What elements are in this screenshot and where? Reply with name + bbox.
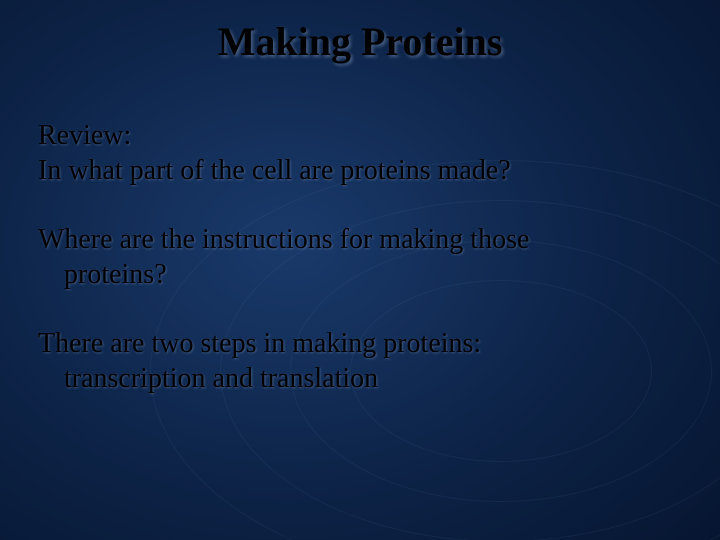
text-block: There are two steps in making proteins: …	[38, 326, 682, 396]
text-block: Review: In what part of the cell are pro…	[38, 118, 682, 188]
slide-title: Making Proteins	[0, 18, 720, 65]
text-block: Where are the instructions for making th…	[38, 222, 682, 292]
slide: Making Proteins Review: In what part of …	[0, 0, 720, 540]
text-line: Review:	[38, 118, 682, 153]
text-line: There are two steps in making proteins:	[38, 326, 682, 361]
text-line: In what part of the cell are proteins ma…	[38, 153, 682, 188]
text-line: Where are the instructions for making th…	[38, 222, 682, 257]
slide-body: Review: In what part of the cell are pro…	[38, 118, 682, 430]
text-line: proteins?	[38, 257, 682, 292]
text-line: transcription and translation	[38, 361, 682, 396]
